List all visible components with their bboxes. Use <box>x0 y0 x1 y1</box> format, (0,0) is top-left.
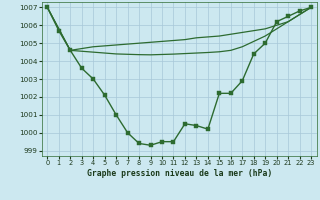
X-axis label: Graphe pression niveau de la mer (hPa): Graphe pression niveau de la mer (hPa) <box>87 169 272 178</box>
